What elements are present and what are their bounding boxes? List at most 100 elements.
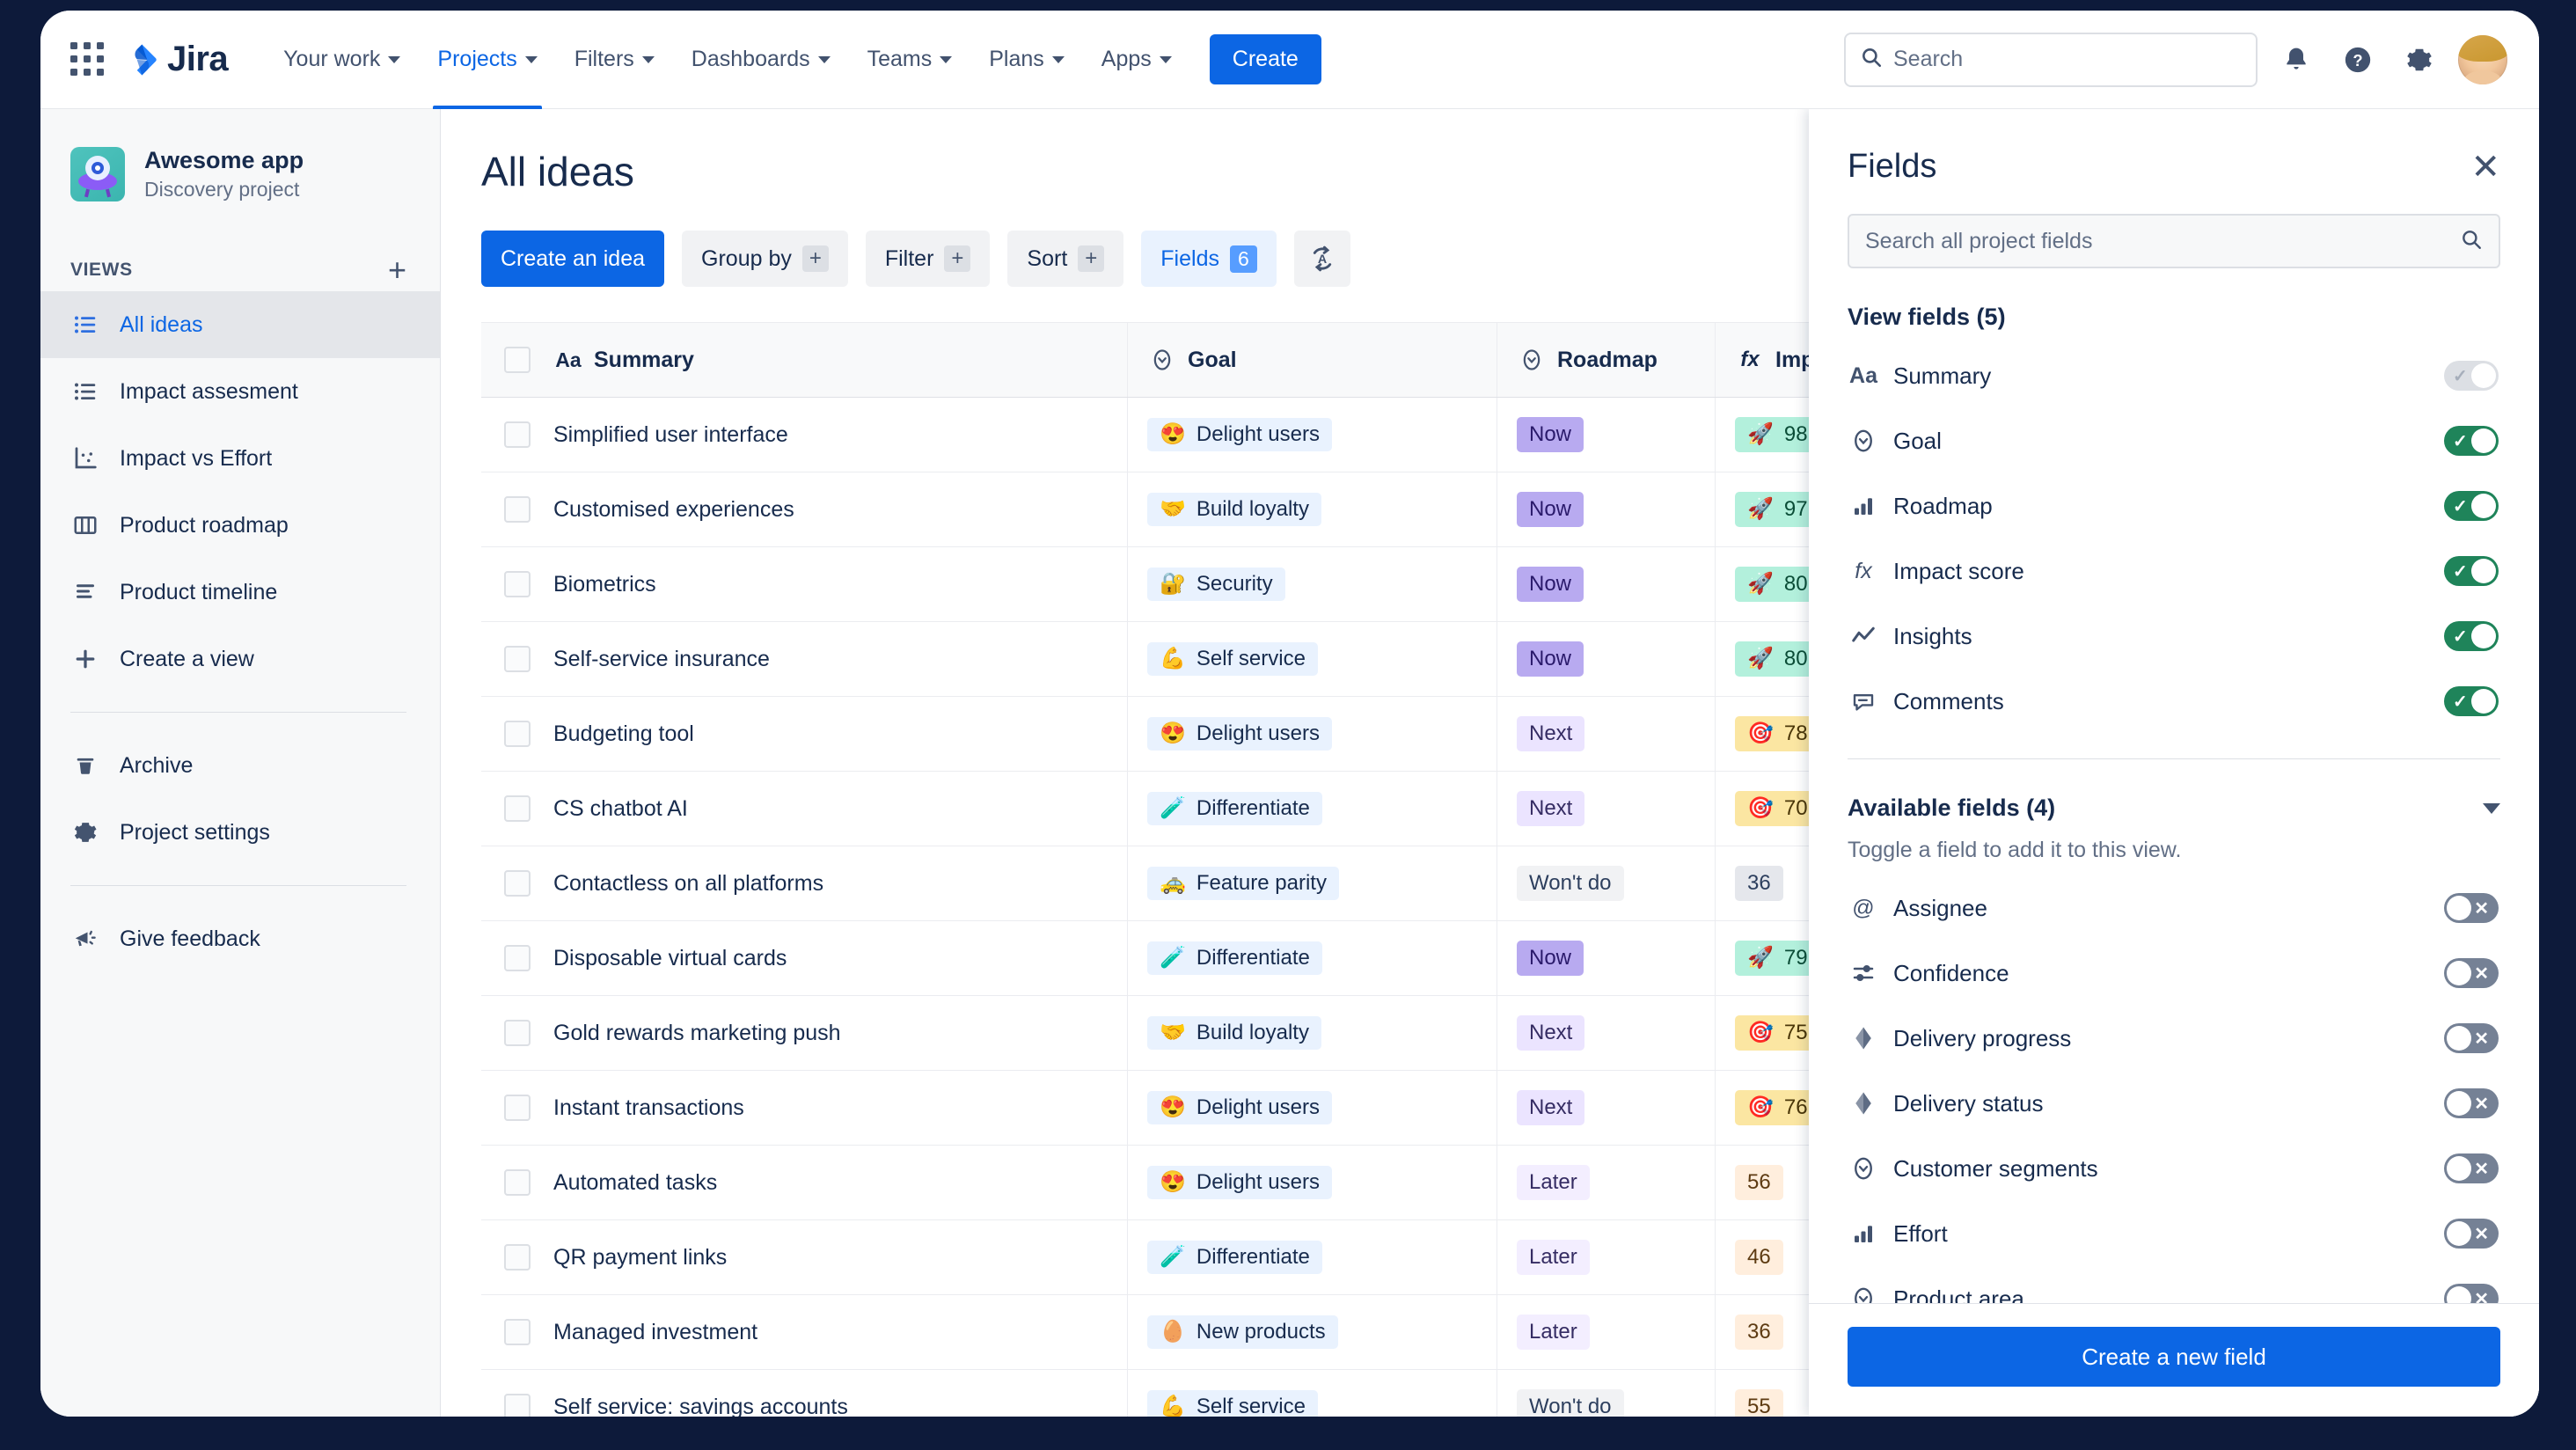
cell-goal[interactable]: 🤝 Build loyalty xyxy=(1128,472,1497,546)
sidebar-item-all-ideas[interactable]: All ideas xyxy=(40,291,440,359)
create-a-new-field-button[interactable]: Create a new field xyxy=(1848,1327,2500,1387)
cell-summary[interactable]: Instant transactions xyxy=(481,1071,1128,1145)
field-row-impact-score[interactable]: fx Impact score ✓ xyxy=(1809,538,2539,604)
cell-roadmap[interactable]: Later xyxy=(1497,1295,1716,1369)
row-checkbox[interactable] xyxy=(504,870,531,897)
field-toggle-off[interactable]: ✕ xyxy=(2444,893,2499,923)
sidebar-item-product-roadmap[interactable]: Product roadmap xyxy=(40,492,440,559)
cell-roadmap[interactable]: Next xyxy=(1497,1071,1716,1145)
row-checkbox[interactable] xyxy=(504,421,531,448)
field-row-product-area[interactable]: Product area ✕ xyxy=(1809,1266,2539,1303)
apps-grid-icon[interactable] xyxy=(70,41,106,77)
row-checkbox[interactable] xyxy=(504,1394,531,1417)
cell-goal[interactable]: 🧪 Differentiate xyxy=(1128,921,1497,995)
cell-goal[interactable]: 💪 Self service xyxy=(1128,1370,1497,1417)
row-checkbox[interactable] xyxy=(504,646,531,672)
row-checkbox[interactable] xyxy=(504,795,531,822)
cell-impact[interactable]: 🚀 98 xyxy=(1716,398,1936,472)
global-search-input[interactable]: Search xyxy=(1844,32,2258,87)
column-header-summary[interactable]: Aa Summary xyxy=(481,323,1128,397)
sidebar-item-archive[interactable]: Archive xyxy=(40,732,440,799)
cell-summary[interactable]: Self-service insurance xyxy=(481,622,1128,696)
table-row[interactable]: Simplified user interface 😍 Delight users N… xyxy=(481,398,2539,472)
table-row[interactable]: Managed investment 🥚 New products Later 36 xyxy=(481,1295,2539,1370)
sort-button[interactable]: Sort + xyxy=(1007,231,1124,287)
sidebar-item-project-settings[interactable]: Project settings xyxy=(40,799,440,866)
row-checkbox[interactable] xyxy=(504,1169,531,1196)
table-row[interactable]: Budgeting tool 😍 Delight users Next 🎯 78 xyxy=(481,697,2539,772)
cell-impact[interactable]: 36 xyxy=(1716,846,1936,920)
row-checkbox[interactable] xyxy=(504,945,531,971)
cell-roadmap[interactable]: Next xyxy=(1497,697,1716,771)
table-row[interactable]: CS chatbot AI 🧪 Differentiate Next 🎯 70 xyxy=(481,772,2539,846)
cell-impact[interactable]: 🎯 75 xyxy=(1716,996,1936,1070)
nav-item-teams[interactable]: Teams xyxy=(849,11,971,109)
row-checkbox[interactable] xyxy=(504,1244,531,1271)
nav-item-filters[interactable]: Filters xyxy=(556,11,673,109)
table-row[interactable]: Biometrics 🔐 Security Now 🚀 80 xyxy=(481,547,2539,622)
nav-item-plans[interactable]: Plans xyxy=(970,11,1083,109)
help-question-icon[interactable]: ? xyxy=(2335,37,2381,83)
cell-roadmap[interactable]: Next xyxy=(1497,996,1716,1070)
column-header-roadmap[interactable]: Roadmap xyxy=(1497,323,1716,397)
field-toggle-off[interactable]: ✕ xyxy=(2444,958,2499,988)
group-by-button[interactable]: Group by + xyxy=(682,231,848,287)
field-row-assignee[interactable]: @ Assignee ✕ xyxy=(1809,875,2539,941)
cell-summary[interactable]: Budgeting tool xyxy=(481,697,1128,771)
cell-summary[interactable]: Customised experiences xyxy=(481,472,1128,546)
cell-roadmap[interactable]: Later xyxy=(1497,1220,1716,1294)
field-row-insights[interactable]: Insights ✓ xyxy=(1809,604,2539,669)
cell-impact[interactable]: 🎯 78 xyxy=(1716,697,1936,771)
cell-roadmap[interactable]: Won't do xyxy=(1497,1370,1716,1417)
cell-summary[interactable]: QR payment links xyxy=(481,1220,1128,1294)
field-row-goal[interactable]: Goal ✓ xyxy=(1809,408,2539,473)
cell-impact[interactable]: 🚀 79 xyxy=(1716,921,1936,995)
field-toggle-off[interactable]: ✕ xyxy=(2444,1088,2499,1118)
sidebar-item-create-a-view[interactable]: Create a view xyxy=(40,626,440,692)
cell-goal[interactable]: 🤝 Build loyalty xyxy=(1128,996,1497,1070)
cell-roadmap[interactable]: Now xyxy=(1497,472,1716,546)
nav-item-dashboards[interactable]: Dashboards xyxy=(673,11,849,109)
field-toggle-off[interactable]: ✕ xyxy=(2444,1284,2499,1303)
cell-goal[interactable]: 💪 Self service xyxy=(1128,622,1497,696)
fields-button[interactable]: Fields 6 xyxy=(1141,231,1277,287)
field-toggle-on[interactable]: ✓ xyxy=(2444,686,2499,716)
cell-summary[interactable]: Self service: savings accounts xyxy=(481,1370,1128,1417)
cell-impact[interactable]: 🚀 80 xyxy=(1716,622,1936,696)
auto-wrap-text-icon[interactable]: A xyxy=(1293,231,1350,287)
select-all-checkbox[interactable] xyxy=(504,347,531,373)
cell-roadmap[interactable]: Now xyxy=(1497,921,1716,995)
cell-goal[interactable]: 😍 Delight users xyxy=(1128,697,1497,771)
field-row-comments[interactable]: Comments ✓ xyxy=(1809,669,2539,734)
cell-summary[interactable]: CS chatbot AI xyxy=(481,772,1128,846)
field-row-confidence[interactable]: Confidence ✕ xyxy=(1809,941,2539,1006)
settings-gear-icon[interactable] xyxy=(2397,37,2442,83)
fields-search-input[interactable]: Search all project fields xyxy=(1848,214,2500,268)
row-checkbox[interactable] xyxy=(504,721,531,747)
cell-impact[interactable]: 55 xyxy=(1716,1370,1936,1417)
cell-goal[interactable]: 🔐 Security xyxy=(1128,547,1497,621)
table-row[interactable]: Automated tasks 😍 Delight users Later 56 xyxy=(481,1146,2539,1220)
field-toggle-off[interactable]: ✕ xyxy=(2444,1219,2499,1249)
close-icon[interactable]: ✕ xyxy=(2470,147,2500,187)
cell-impact[interactable]: 🚀 97 xyxy=(1716,472,1936,546)
cell-roadmap[interactable]: Now xyxy=(1497,622,1716,696)
cell-roadmap[interactable]: Next xyxy=(1497,772,1716,846)
cell-goal[interactable]: 🥚 New products xyxy=(1128,1295,1497,1369)
user-avatar[interactable] xyxy=(2458,34,2507,84)
cell-goal[interactable]: 🚕 Feature parity xyxy=(1128,846,1497,920)
cell-roadmap[interactable]: Won't do xyxy=(1497,846,1716,920)
add-view-button[interactable]: + xyxy=(387,252,406,289)
field-row-delivery-progress[interactable]: Delivery progress ✕ xyxy=(1809,1006,2539,1071)
cell-goal[interactable]: 😍 Delight users xyxy=(1128,398,1497,472)
cell-summary[interactable]: Contactless on all platforms xyxy=(481,846,1128,920)
field-row-customer-segments[interactable]: Customer segments ✕ xyxy=(1809,1136,2539,1201)
field-toggle-on[interactable]: ✓ xyxy=(2444,491,2499,521)
field-toggle-on[interactable]: ✓ xyxy=(2444,556,2499,586)
table-row[interactable]: Self-service insurance 💪 Self service Now 🚀 8… xyxy=(481,622,2539,697)
table-row[interactable]: Customised experiences 🤝 Build loyalty Now 🚀… xyxy=(481,472,2539,547)
cell-summary[interactable]: Simplified user interface xyxy=(481,398,1128,472)
nav-item-apps[interactable]: Apps xyxy=(1083,11,1190,109)
chevron-down-icon[interactable] xyxy=(2483,802,2500,814)
table-row[interactable]: Self service: savings accounts 💪 Self serv… xyxy=(481,1370,2539,1417)
